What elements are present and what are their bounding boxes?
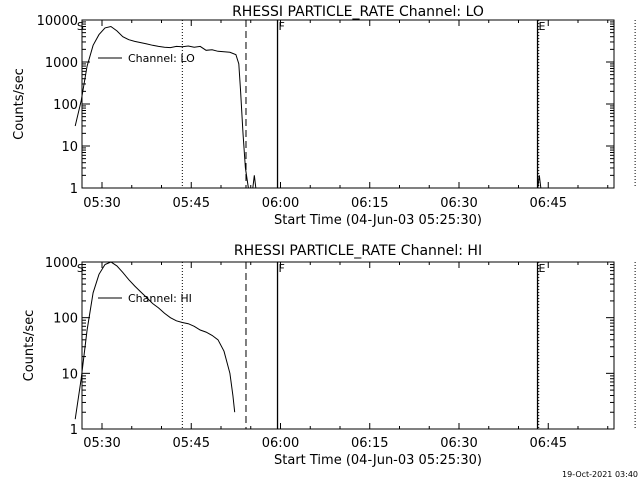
- series-spike: [537, 175, 542, 189]
- x-tick-label: 06:00: [262, 196, 299, 211]
- marker-label-f: F: [279, 20, 285, 33]
- x-tick-label: 06:30: [440, 436, 477, 451]
- series-spike: [252, 175, 257, 189]
- marker-label-e: E: [539, 20, 546, 33]
- x-axis-label: Start Time (04-Jun-03 05:25:30): [274, 213, 482, 228]
- marker-label-s: S: [77, 262, 84, 275]
- chart-title: RHESSI PARTICLE_RATE Channel: HI: [234, 243, 482, 259]
- y-tick-label: 10000: [37, 14, 78, 29]
- y-tick-label: 10: [61, 140, 78, 155]
- legend-label: Channel: HI: [128, 292, 192, 305]
- x-tick-label: 06:15: [351, 436, 388, 451]
- y-tick-label: 1000: [45, 56, 78, 71]
- x-tick-label: 06:45: [530, 196, 567, 211]
- x-tick-label: 05:30: [83, 196, 120, 211]
- series-line: [74, 25, 249, 189]
- series-line: [74, 261, 236, 420]
- y-tick-label: 1000: [45, 256, 78, 271]
- footer-timestamp: 19-Oct-2021 03:40: [562, 470, 638, 479]
- marker-label-e: E: [539, 262, 546, 275]
- x-tick-label: 06:45: [530, 436, 567, 451]
- y-tick-label: 1: [70, 182, 78, 197]
- y-tick-label: 100: [53, 312, 78, 327]
- y-axis-label: Counts/sec: [12, 68, 27, 140]
- x-tick-label: 05:30: [83, 436, 120, 451]
- marker-label-f: F: [279, 262, 285, 275]
- plot-frame: [81, 261, 615, 430]
- plot-frame: [81, 19, 615, 189]
- y-tick-label: 10: [61, 367, 78, 382]
- x-tick-label: 06:15: [351, 196, 388, 211]
- y-tick-label: 100: [53, 98, 78, 113]
- panel-hi: RHESSI PARTICLE_RATE Channel: HI 05:30 05:…: [22, 243, 636, 468]
- x-tick-label: 06:30: [440, 196, 477, 211]
- x-tick-label: 05:45: [173, 196, 210, 211]
- x-tick-label: 06:00: [262, 436, 299, 451]
- legend-label: Channel: LO: [128, 52, 195, 65]
- marker-label-s: S: [77, 20, 84, 33]
- x-tick-label: 05:45: [173, 436, 210, 451]
- y-axis-label: Counts/sec: [22, 310, 37, 382]
- x-axis-label: Start Time (04-Jun-03 05:25:30): [274, 453, 482, 468]
- chart-title: RHESSI PARTICLE_RATE Channel: LO: [232, 4, 484, 20]
- y-tick-label: 1: [70, 423, 78, 438]
- panel-lo: RHESSI PARTICLE_RATE Channel: LO 05:30 05:…: [12, 4, 636, 228]
